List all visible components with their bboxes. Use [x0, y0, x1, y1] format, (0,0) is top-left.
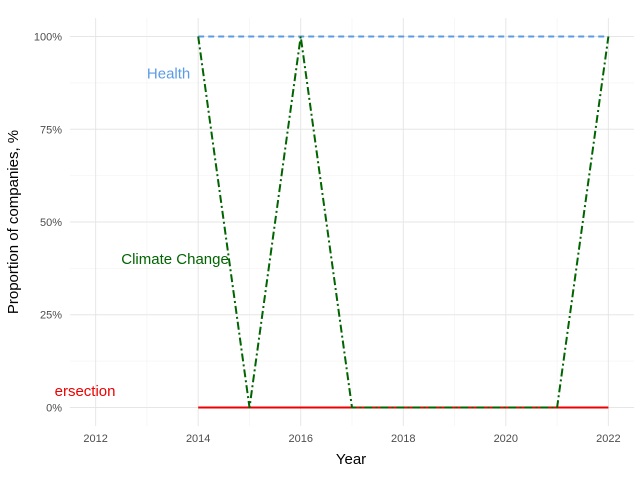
y-tick-label: 50% [40, 217, 62, 229]
series-label-climate-change: Climate Change [121, 251, 229, 268]
x-axis-title: Year [336, 451, 366, 468]
x-axis-ticks: 2012 2014 2016 2018 2020 2022 [83, 433, 620, 445]
y-tick-label: 0% [46, 402, 62, 414]
series-lines [197, 35, 610, 409]
x-tick-label: 2014 [186, 433, 210, 445]
y-tick-label: 75% [40, 124, 62, 136]
x-tick-label: 2018 [391, 433, 415, 445]
series-line-climate-change [197, 35, 610, 409]
y-tick-label: 25% [40, 310, 62, 322]
y-axis-ticks: 0% 25% 50% 75% 100% [34, 32, 62, 415]
series-label-health: Health [147, 66, 190, 83]
grid-lines [70, 18, 634, 426]
x-tick-label: 2020 [494, 433, 518, 445]
y-axis-title: Proportion of companies, % [5, 130, 22, 314]
x-tick-label: 2012 [83, 433, 107, 445]
series-label-ersection: ersection [55, 383, 116, 400]
x-tick-label: 2022 [596, 433, 620, 445]
x-tick-label: 2016 [288, 433, 312, 445]
series-labels: Health Climate Change ersection [55, 66, 229, 400]
y-tick-label: 100% [34, 32, 62, 44]
